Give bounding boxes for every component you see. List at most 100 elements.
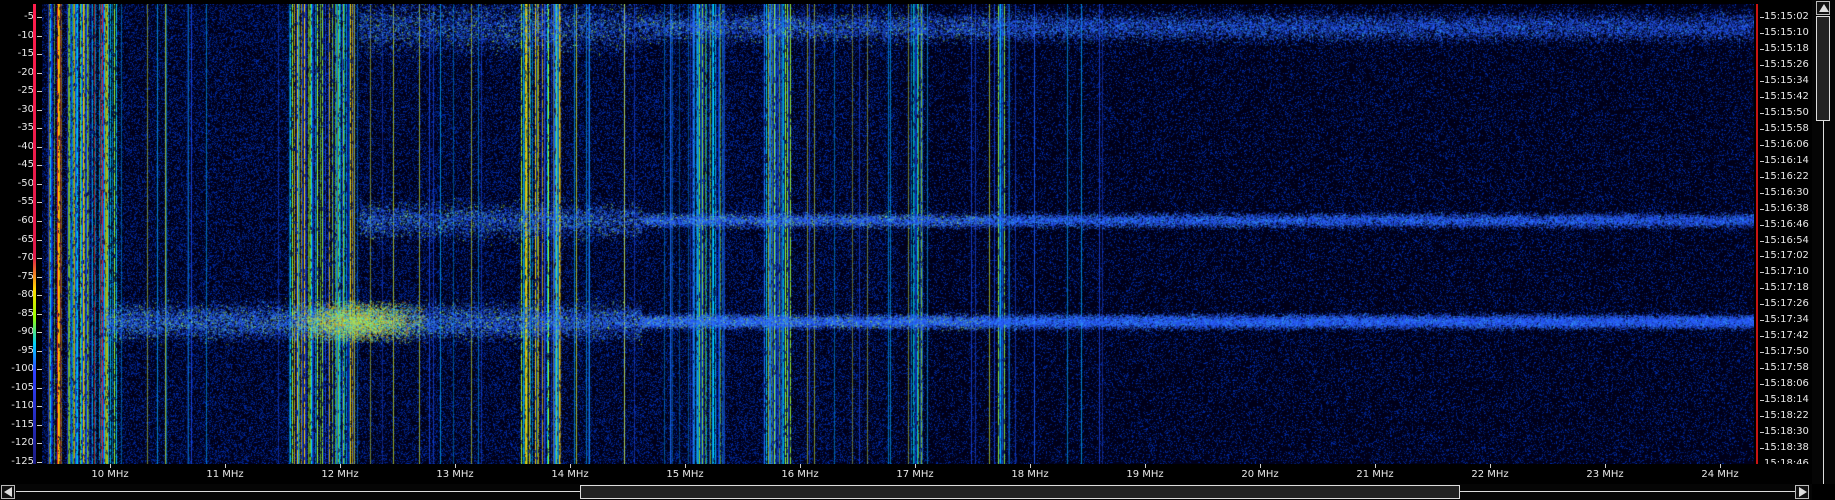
time-tick-label: 15:18:22 [1764, 410, 1809, 422]
db-tick-mark [37, 165, 42, 167]
vertical-scroll-track[interactable] [1823, 16, 1824, 484]
time-tick-mark [1760, 240, 1764, 242]
time-tick-mark [1760, 112, 1764, 114]
scroll-left-button[interactable] [1, 485, 15, 499]
time-tick-label: 15:17:42 [1764, 330, 1809, 342]
time-tick-mark [1760, 48, 1764, 50]
time-tick-label: 15:15:42 [1764, 90, 1809, 102]
scroll-up-button[interactable] [1816, 1, 1830, 15]
db-tick-mark [37, 369, 42, 371]
waterfall-display[interactable] [42, 4, 1754, 464]
frequency-tick-label: 23 MHz [1586, 469, 1624, 480]
time-tick-mark [1760, 272, 1764, 274]
time-tick-label: 15:15:26 [1764, 58, 1809, 70]
frequency-tick-mark [1030, 464, 1031, 468]
frequency-tick-label: 24 MHz [1701, 469, 1739, 480]
db-tick-label: -60 [17, 214, 34, 226]
db-tick-mark [37, 443, 42, 445]
frequency-tick-label: 21 MHz [1356, 469, 1394, 480]
scroll-corner [1812, 484, 1835, 500]
frequency-tick-mark [455, 464, 456, 468]
frequency-tick-mark [110, 464, 111, 468]
db-tick-label: -10 [17, 29, 34, 41]
frequency-tick-label: 11 MHz [206, 469, 244, 480]
vertical-scroll-thumb[interactable] [1816, 16, 1830, 121]
time-tick-mark [1760, 304, 1764, 306]
time-tick-label: 15:16:38 [1764, 202, 1809, 214]
frequency-tick-mark [570, 464, 571, 468]
db-tick-mark [37, 462, 42, 463]
db-tick-mark [37, 239, 42, 241]
time-tick-label: 15:17:50 [1764, 346, 1809, 358]
db-tick-mark [37, 258, 42, 260]
frequency-tick-label: 18 MHz [1011, 469, 1049, 480]
time-tick-label: 15:16:30 [1764, 186, 1809, 198]
time-tick-label: 15:18:14 [1764, 394, 1809, 406]
time-scale: 15:15:02 15:15:10 15:15:18 15:15:26 15:15:34… [1760, 0, 1811, 469]
db-tick-label: -55 [17, 196, 34, 208]
time-tick-label: 15:17:26 [1764, 298, 1809, 310]
db-tick-label: -40 [17, 140, 34, 152]
db-tick-label: -80 [17, 289, 34, 301]
db-tick-label: -90 [17, 326, 34, 338]
time-tick-label: 15:18:30 [1764, 426, 1809, 438]
db-tick-mark [37, 54, 42, 56]
scroll-right-button[interactable] [1795, 485, 1809, 499]
horizontal-scroll-thumb[interactable] [580, 485, 1460, 499]
frequency-tick-mark [1145, 464, 1146, 468]
frequency-tick-label: 20 MHz [1241, 469, 1279, 480]
frequency-tick-mark [1375, 464, 1376, 468]
time-tick-label: 15:15:58 [1764, 122, 1809, 134]
time-tick-mark [1760, 384, 1764, 386]
time-tick-label: 15:18:06 [1764, 378, 1809, 390]
db-tick-label: -50 [17, 177, 34, 189]
frequency-tick-label: 22 MHz [1471, 469, 1509, 480]
time-tick-mark [1760, 144, 1764, 146]
up-arrow-icon [1819, 4, 1829, 12]
db-tick-mark [37, 313, 42, 315]
db-tick-mark [37, 387, 42, 389]
frequency-tick-label: 12 MHz [321, 469, 359, 480]
db-tick-label: -105 [11, 381, 34, 393]
time-tick-mark [1760, 128, 1764, 130]
horizontal-scrollbar[interactable] [0, 484, 1812, 500]
time-tick-mark [1760, 96, 1764, 98]
time-tick-label: 15:17:02 [1764, 250, 1809, 262]
time-tick-label: 15:15:10 [1764, 26, 1809, 38]
time-tick-label: 15:15:50 [1764, 106, 1809, 118]
time-tick-mark [1760, 192, 1764, 194]
db-tick-mark [37, 72, 42, 74]
time-tick-mark [1760, 320, 1764, 322]
db-tick-label: -15 [17, 48, 34, 60]
time-tick-label: 15:16:22 [1764, 170, 1809, 182]
db-tick-mark [37, 183, 42, 185]
time-tick-mark [1760, 432, 1764, 434]
time-tick-label: 15:17:18 [1764, 282, 1809, 294]
frequency-tick-label: 16 MHz [781, 469, 819, 480]
time-tick-mark [1760, 64, 1764, 66]
time-tick-mark [1760, 208, 1764, 210]
db-tick-mark [37, 35, 42, 37]
vertical-scrollbar[interactable] [1812, 0, 1835, 500]
time-tick-mark [1760, 224, 1764, 226]
frequency-tick-mark [1605, 464, 1606, 468]
db-tick-label: -95 [17, 344, 34, 356]
frequency-tick-mark [1260, 464, 1261, 468]
time-tick-mark [1760, 352, 1764, 354]
frequency-tick-mark [1720, 464, 1721, 468]
time-tick-label: 15:16:46 [1764, 218, 1809, 230]
db-tick-label: -110 [11, 400, 34, 412]
frequency-tick-mark [685, 464, 686, 468]
frequency-tick-label: 15 MHz [666, 469, 704, 480]
db-tick-label: -45 [17, 159, 34, 171]
db-tick-mark [37, 406, 42, 408]
frequency-tick-mark [1490, 464, 1491, 468]
time-tick-label: 15:15:34 [1764, 74, 1809, 86]
time-tick-label: 15:17:34 [1764, 314, 1809, 326]
db-tick-label: -85 [17, 307, 34, 319]
time-tick-label: 15:17:58 [1764, 362, 1809, 374]
db-tick-label: -70 [17, 252, 34, 264]
db-tick-label: -125 [11, 456, 34, 467]
db-tick-mark [37, 109, 42, 111]
cursor-marker-line [1756, 4, 1758, 464]
